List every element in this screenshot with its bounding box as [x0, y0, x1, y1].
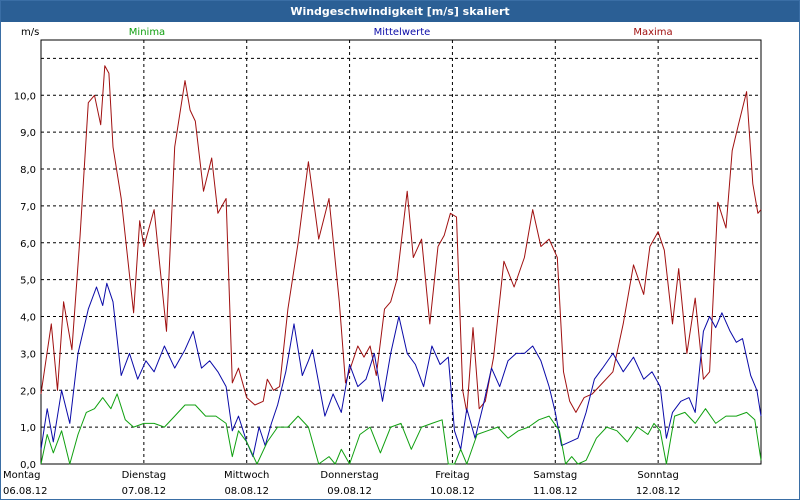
- legend-maxima: Maxima: [633, 27, 672, 38]
- day-date-label: 06.08.12: [3, 486, 48, 497]
- y-tick-label: 9,0: [20, 128, 36, 139]
- day-date-label: 11.08.12: [533, 486, 578, 497]
- legend-minima: Minima: [129, 27, 165, 38]
- day-name-label: Freitag: [435, 470, 469, 481]
- series-line-mittelwerte: [40, 282, 762, 458]
- plot-frame: [40, 39, 762, 465]
- y-axis-label: m/s: [21, 27, 39, 38]
- day-date-label: 10.08.12: [430, 486, 475, 497]
- series-lines: [40, 65, 762, 465]
- day-date-label: 07.08.12: [122, 486, 167, 497]
- y-tick-label: 4,0: [20, 313, 36, 324]
- window-title: Windgeschwindigkeit [m/s] skaliert: [1, 1, 799, 22]
- day-name-label: Mittwoch: [224, 470, 269, 481]
- day-name-label: Samstag: [533, 470, 577, 481]
- x-axis-day-labels: Montag 06.08.12 Dienstag 07.08.12 Mittwoch 08…: [3, 470, 680, 497]
- y-tick-label: 5,0: [20, 276, 36, 287]
- y-tick-label: 2,0: [20, 386, 36, 397]
- day-name-label: Sonntag: [637, 470, 679, 481]
- day-date-label: 08.08.12: [224, 486, 269, 497]
- day-date-label: 12.08.12: [636, 486, 681, 497]
- y-tick-label: 0,0: [20, 460, 36, 471]
- series-line-minima: [40, 393, 762, 465]
- y-tick-label: 3,0: [20, 349, 36, 360]
- day-date-label: 09.08.12: [327, 486, 372, 497]
- y-tick-label: 7,0: [20, 202, 36, 213]
- day-name-label: Dienstag: [122, 470, 167, 481]
- plot-area: [40, 39, 762, 465]
- y-tick-label: 1,0: [20, 423, 36, 434]
- wind-speed-chart: 0,0 1,0 2,0 3,0 4,0 5,0 6,0 7,0 8,0 9,0 10,0 m/s M…: [3, 27, 762, 497]
- y-tick-label: 8,0: [20, 165, 36, 176]
- series-line-maxima: [40, 65, 762, 413]
- y-tick-label: 10,0: [14, 91, 36, 102]
- legend-mittelwerte: Mittelwerte: [374, 27, 431, 38]
- day-name-label: Montag: [3, 470, 40, 481]
- legend: Minima Mittelwerte Maxima: [129, 27, 673, 38]
- y-tick-label: 6,0: [20, 239, 36, 250]
- day-name-label: Donnerstag: [320, 470, 378, 481]
- y-axis-ticks: 0,0 1,0 2,0 3,0 4,0 5,0 6,0 7,0 8,0 9,0 10,0: [14, 91, 36, 471]
